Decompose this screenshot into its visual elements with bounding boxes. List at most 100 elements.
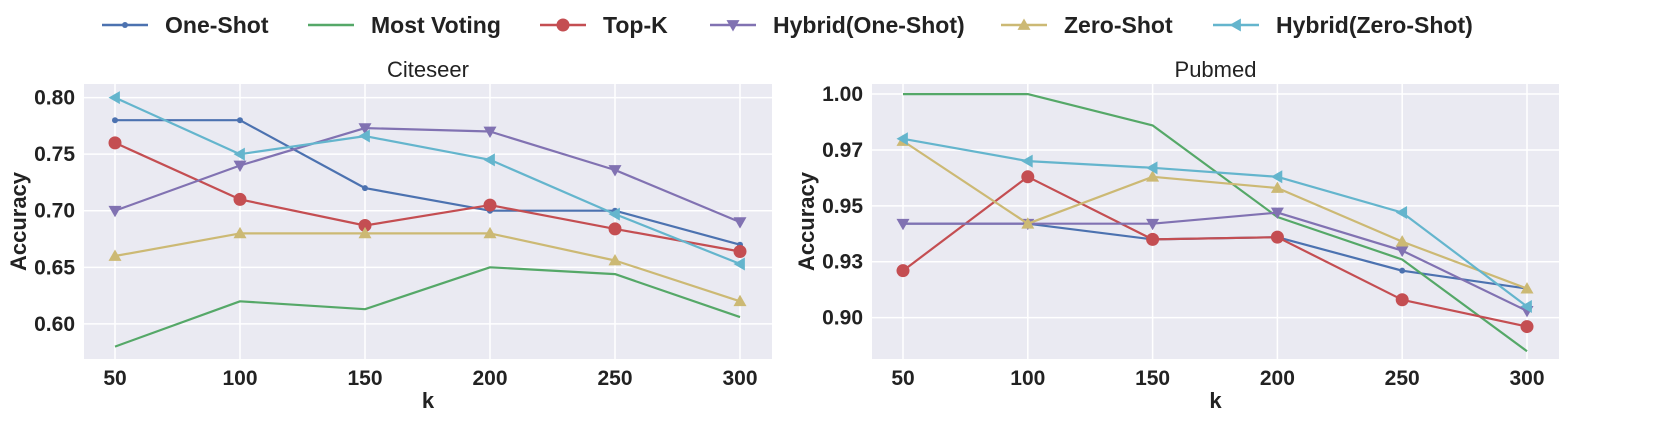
legend-label-most-voting: Most Voting <box>371 12 501 38</box>
point-citeseer-top-k-250 <box>608 222 622 236</box>
point-pubmed-hybrid-zero-shot-100 <box>1021 154 1033 168</box>
point-citeseer-hybrid-zero-shot-200 <box>483 153 495 167</box>
y-tick-citeseer-0.65: 0.65 <box>34 256 75 279</box>
x-tick-citeseer-50: 50 <box>103 367 126 390</box>
x-tick-citeseer-100: 100 <box>222 367 257 390</box>
legend-entry-most-voting: Most Voting <box>308 12 501 38</box>
x-tick-pubmed-150: 150 <box>1135 367 1170 390</box>
line-citeseer-most-voting <box>114 266 741 348</box>
x-tick-citeseer-300: 300 <box>722 367 757 390</box>
series-citeseer-zero-shot <box>108 226 747 307</box>
point-citeseer-hybrid-zero-shot-100 <box>233 147 245 161</box>
y-tick-pubmed-0.95: 0.95 <box>822 195 863 218</box>
x-tick-pubmed-50: 50 <box>891 367 914 390</box>
x-tick-pubmed-300: 300 <box>1509 367 1544 390</box>
series-citeseer-hybrid-zero-shot <box>108 91 745 271</box>
y-tick-citeseer-0.60: 0.60 <box>34 313 75 336</box>
series-citeseer-one-shot <box>112 117 743 248</box>
point-pubmed-zero-shot-300 <box>1520 282 1534 294</box>
point-citeseer-top-k-50 <box>108 136 122 150</box>
legend-entry-one-shot: One-Shot <box>102 12 269 38</box>
point-citeseer-one-shot-100 <box>237 117 243 124</box>
x-tick-pubmed-200: 200 <box>1260 367 1295 390</box>
point-citeseer-hybrid-one-shot-100 <box>233 160 247 172</box>
point-citeseer-top-k-300 <box>733 244 747 258</box>
x-tick-citeseer-250: 250 <box>597 367 632 390</box>
legend-marker-hybrid-one-shot <box>726 20 740 32</box>
point-citeseer-zero-shot-300 <box>733 294 747 307</box>
y-tick-pubmed-0.90: 0.90 <box>822 307 863 330</box>
point-pubmed-hybrid-zero-shot-300 <box>1520 299 1532 313</box>
point-citeseer-one-shot-150 <box>362 185 368 192</box>
y-axis-label-citeseer: Accuracy <box>6 171 31 271</box>
legend-marker-top-k <box>556 18 570 32</box>
point-citeseer-zero-shot-200 <box>483 226 497 239</box>
y-tick-pubmed-1.00: 1.00 <box>822 83 863 106</box>
point-pubmed-zero-shot-100 <box>1021 217 1035 229</box>
x-tick-pubmed-250: 250 <box>1385 367 1420 390</box>
legend-label-zero-shot: Zero-Shot <box>1064 12 1173 38</box>
y-tick-citeseer-0.75: 0.75 <box>34 143 75 166</box>
point-pubmed-hybrid-one-shot-250 <box>1395 245 1409 258</box>
legend-entry-zero-shot: Zero-Shot <box>1001 12 1173 38</box>
point-citeseer-zero-shot-100 <box>233 226 247 239</box>
plot-background-citeseer <box>84 84 772 359</box>
point-citeseer-zero-shot-50 <box>108 249 122 261</box>
line-pubmed-top-k <box>902 175 1528 328</box>
point-citeseer-hybrid-zero-shot-300 <box>733 257 745 271</box>
point-pubmed-top-k-250 <box>1395 293 1409 307</box>
point-citeseer-top-k-150 <box>358 218 372 232</box>
x-tick-citeseer-200: 200 <box>472 367 507 390</box>
point-citeseer-hybrid-zero-shot-250 <box>608 207 620 221</box>
x-tick-citeseer-150: 150 <box>347 367 382 390</box>
point-pubmed-hybrid-zero-shot-250 <box>1395 206 1408 220</box>
line-citeseer-top-k <box>114 141 741 253</box>
line-citeseer-hybrid-zero-shot <box>114 96 741 265</box>
legend-entry-top-k: Top-K <box>540 12 668 38</box>
legend-label-hybrid-zero-shot: Hybrid(Zero-Shot) <box>1276 12 1473 38</box>
point-pubmed-top-k-300 <box>1520 320 1534 334</box>
point-citeseer-one-shot-50 <box>112 117 118 124</box>
y-tick-pubmed-0.93: 0.93 <box>822 251 863 274</box>
legend-label-hybrid-one-shot: Hybrid(One-Shot) <box>773 12 965 38</box>
line-pubmed-hybrid-zero-shot <box>902 137 1528 308</box>
panel-citeseer: 50 100 150 200 250 300 0.60 0.65 0.70 0.75 0.80 Cit… <box>6 57 772 413</box>
point-citeseer-top-k-100 <box>233 192 247 206</box>
point-citeseer-zero-shot-150 <box>358 226 372 239</box>
point-pubmed-top-k-150 <box>1146 232 1160 246</box>
point-citeseer-hybrid-one-shot-50 <box>108 205 122 218</box>
point-pubmed-zero-shot-200 <box>1270 181 1284 193</box>
chart-title-pubmed: Pubmed <box>1175 57 1257 82</box>
point-citeseer-hybrid-one-shot-200 <box>483 126 497 139</box>
y-tick-citeseer-0.70: 0.70 <box>34 200 75 223</box>
line-citeseer-hybrid-one-shot <box>114 127 741 224</box>
y-tick-pubmed-0.97: 0.97 <box>822 139 863 162</box>
legend-label-one-shot: One-Shot <box>165 12 269 38</box>
point-pubmed-hybrid-zero-shot-150 <box>1146 161 1158 175</box>
point-pubmed-hybrid-zero-shot-50 <box>896 132 908 146</box>
line-citeseer-zero-shot <box>114 232 741 303</box>
plot-background-pubmed <box>872 84 1559 359</box>
legend-marker-one-shot <box>122 22 128 28</box>
grid-pubmed <box>872 84 1559 359</box>
series-citeseer-most-voting <box>114 266 741 348</box>
point-citeseer-hybrid-one-shot-150 <box>358 123 372 135</box>
series-citeseer-hybrid-one-shot <box>108 123 747 229</box>
panel-pubmed: 50 100 150 200 250 300 0.90 0.93 0.95 0.97 1.00 Pub… <box>794 57 1559 413</box>
series-citeseer-top-k <box>108 136 747 258</box>
point-pubmed-hybrid-one-shot-200 <box>1270 207 1284 220</box>
point-pubmed-hybrid-zero-shot-200 <box>1270 170 1283 184</box>
point-pubmed-hybrid-one-shot-50 <box>896 218 910 231</box>
point-citeseer-hybrid-one-shot-300 <box>733 217 747 229</box>
point-citeseer-hybrid-one-shot-250 <box>608 165 622 177</box>
point-pubmed-top-k-200 <box>1270 230 1284 244</box>
series-pubmed-hybrid-zero-shot <box>896 132 1532 313</box>
point-pubmed-zero-shot-250 <box>1395 235 1409 247</box>
line-pubmed-zero-shot <box>902 140 1528 290</box>
point-citeseer-hybrid-zero-shot-150 <box>358 129 370 143</box>
point-pubmed-hybrid-one-shot-150 <box>1146 218 1160 231</box>
legend-entry-hybrid-one-shot: Hybrid(One-Shot) <box>710 12 965 38</box>
x-axis-label-pubmed: k <box>1209 388 1222 413</box>
series-pubmed-top-k <box>896 170 1534 334</box>
